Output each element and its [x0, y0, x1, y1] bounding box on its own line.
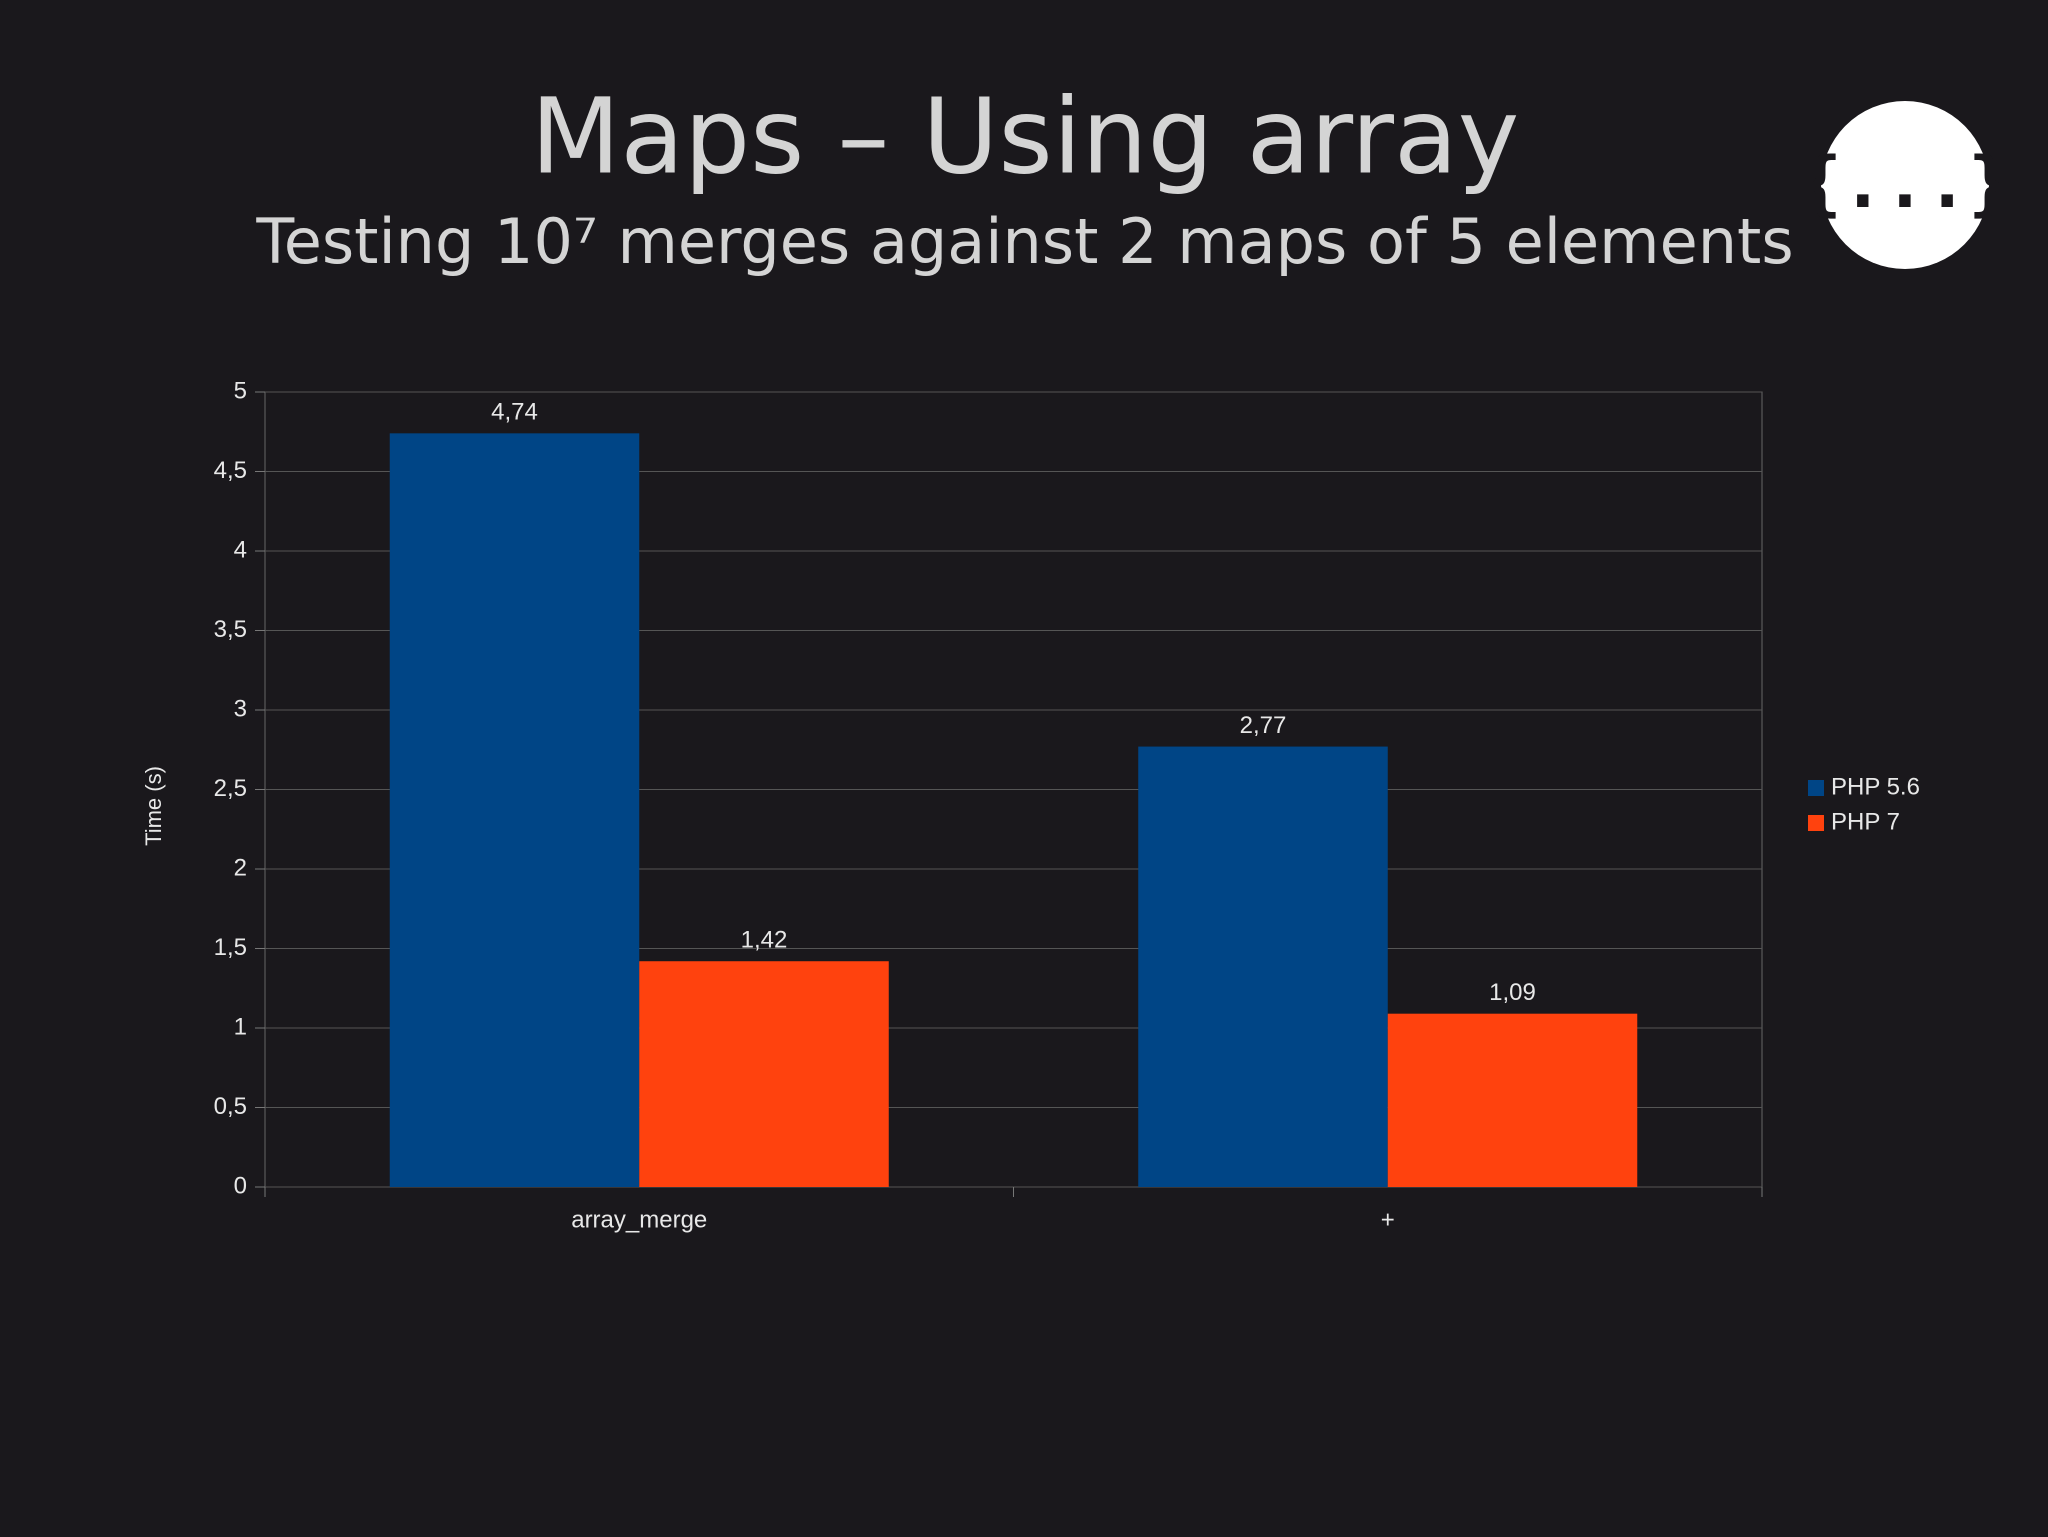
legend-swatch: [1808, 815, 1824, 831]
legend-label: PHP 5.6: [1831, 773, 1920, 800]
bar: [639, 961, 889, 1187]
y-tick-label: 0,5: [214, 1093, 247, 1120]
logo-circle: [1821, 101, 1989, 269]
bar: [389, 433, 640, 1188]
y-tick-label: 2,5: [214, 775, 247, 802]
bar: [1138, 746, 1388, 1187]
chart-subtitle: Testing 10⁷ merges against 2 maps of 5 e…: [255, 205, 1793, 278]
y-tick-label: 3,5: [214, 616, 247, 643]
legend-swatch: [1808, 780, 1824, 796]
data-label: 2,77: [1240, 712, 1287, 739]
y-tick-label: 3: [234, 695, 247, 722]
data-label: 1,42: [741, 927, 788, 954]
legend-label: PHP 7: [1831, 808, 1900, 835]
y-tick-label: 1: [234, 1013, 247, 1040]
chart-title: Maps – Using array: [531, 75, 1520, 197]
y-tick-label: 4: [234, 536, 247, 563]
y-tick-label: 1,5: [214, 934, 247, 961]
bar: [1387, 1013, 1638, 1187]
x-tick-label: array_merge: [571, 1206, 707, 1233]
data-label: 1,09: [1489, 979, 1536, 1006]
y-tick-label: 5: [234, 377, 247, 404]
data-label: 4,74: [491, 399, 538, 426]
logo: {...}: [1800, 142, 2011, 224]
y-tick-label: 2: [234, 854, 247, 881]
y-tick-label: 4,5: [214, 457, 247, 484]
x-tick-label: +: [1381, 1206, 1395, 1233]
y-axis-label: Time (s): [141, 766, 166, 846]
y-tick-label: 0: [234, 1172, 247, 1199]
